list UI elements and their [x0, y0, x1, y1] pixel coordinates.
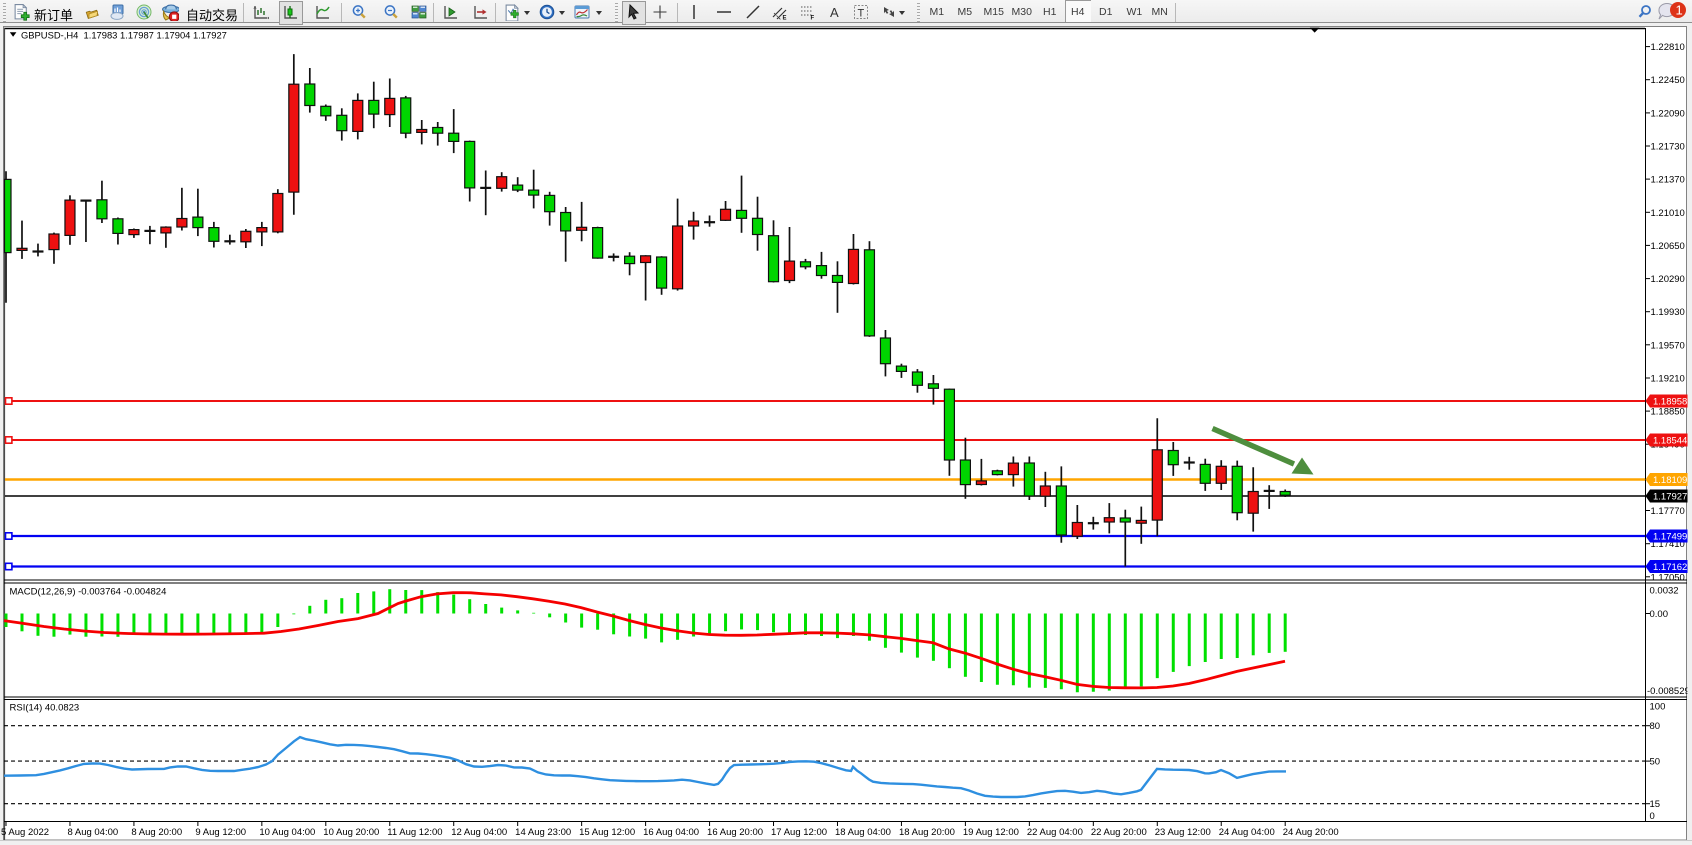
svg-text:1.19210: 1.19210	[1651, 374, 1685, 385]
svg-text:E: E	[783, 16, 787, 21]
svg-text:15 Aug 12:00: 15 Aug 12:00	[579, 827, 635, 838]
svg-text:-0.008529: -0.008529	[1647, 686, 1690, 697]
svg-text:1.18850: 1.18850	[1651, 407, 1685, 418]
svg-text:1.17499: 1.17499	[1653, 532, 1687, 543]
svg-text:MACD(12,26,9) -0.003764 -0.004: MACD(12,26,9) -0.003764 -0.004824	[10, 586, 167, 597]
svg-text:1.20650: 1.20650	[1651, 241, 1685, 252]
svg-text:1.21370: 1.21370	[1651, 175, 1685, 186]
svg-text:24 Aug 20:00: 24 Aug 20:00	[1283, 827, 1339, 838]
svg-text:8 Aug 04:00: 8 Aug 04:00	[67, 827, 118, 838]
svg-text:1.19930: 1.19930	[1651, 307, 1685, 318]
svg-text:16 Aug 20:00: 16 Aug 20:00	[707, 827, 763, 838]
svg-text:A: A	[830, 5, 839, 20]
svg-text:1.21730: 1.21730	[1651, 142, 1685, 153]
svg-text:T: T	[858, 8, 865, 20]
svg-text:19 Aug 12:00: 19 Aug 12:00	[963, 827, 1019, 838]
svg-text:9 Aug 12:00: 9 Aug 12:00	[195, 827, 246, 838]
svg-text:12 Aug 04:00: 12 Aug 04:00	[451, 827, 507, 838]
svg-text:18 Aug 04:00: 18 Aug 04:00	[835, 827, 891, 838]
svg-text:1: 1	[1676, 3, 1683, 18]
svg-text:0: 0	[1650, 811, 1655, 822]
svg-text:1.18958: 1.18958	[1653, 397, 1687, 408]
svg-text:GBPUSD-,H4 1.17983 1.17987 1.: GBPUSD-,H4 1.17983 1.17987 1.17904 1.179…	[21, 29, 227, 40]
svg-text:15: 15	[1650, 799, 1661, 810]
svg-text:100: 100	[1650, 702, 1666, 713]
svg-text:F: F	[811, 16, 815, 21]
svg-text:17 Aug 12:00: 17 Aug 12:00	[771, 827, 827, 838]
svg-text:1.17410: 1.17410	[1651, 539, 1685, 550]
svg-text:8 Aug 20:00: 8 Aug 20:00	[131, 827, 182, 838]
svg-text:1.22450: 1.22450	[1651, 75, 1685, 86]
svg-text:23 Aug 12:00: 23 Aug 12:00	[1155, 827, 1211, 838]
svg-text:22 Aug 04:00: 22 Aug 04:00	[1027, 827, 1083, 838]
svg-text:1.18544: 1.18544	[1653, 436, 1687, 447]
svg-text:11 Aug 12:00: 11 Aug 12:00	[387, 827, 442, 838]
svg-text:22 Aug 20:00: 22 Aug 20:00	[1091, 827, 1147, 838]
svg-text:10 Aug 04:00: 10 Aug 04:00	[259, 827, 315, 838]
svg-text:1.17770: 1.17770	[1651, 506, 1685, 517]
svg-text:24 Aug 04:00: 24 Aug 04:00	[1219, 827, 1275, 838]
svg-text:1.19570: 1.19570	[1651, 340, 1685, 351]
svg-text:0.0032: 0.0032	[1650, 585, 1679, 596]
svg-text:1.17162: 1.17162	[1653, 562, 1687, 573]
svg-text:1.20290: 1.20290	[1651, 274, 1685, 285]
svg-text:18 Aug 20:00: 18 Aug 20:00	[899, 827, 955, 838]
svg-text:1.21010: 1.21010	[1651, 208, 1685, 219]
svg-text:1.18109: 1.18109	[1653, 475, 1687, 486]
svg-text:80: 80	[1650, 721, 1661, 732]
svg-text:50: 50	[1650, 757, 1661, 768]
svg-text:0.00: 0.00	[1650, 609, 1669, 620]
svg-text:1.22090: 1.22090	[1651, 108, 1685, 119]
svg-text:10 Aug 20:00: 10 Aug 20:00	[323, 827, 379, 838]
svg-text:1.22810: 1.22810	[1651, 42, 1685, 53]
svg-text:1.17050: 1.17050	[1651, 572, 1685, 583]
svg-text:5 Aug 2022: 5 Aug 2022	[1, 827, 49, 838]
svg-text:14 Aug 23:00: 14 Aug 23:00	[515, 827, 571, 838]
svg-text:1.17927: 1.17927	[1653, 492, 1687, 503]
svg-text:16 Aug 04:00: 16 Aug 04:00	[643, 827, 699, 838]
svg-text:RSI(14) 40.0823: RSI(14) 40.0823	[10, 702, 80, 713]
